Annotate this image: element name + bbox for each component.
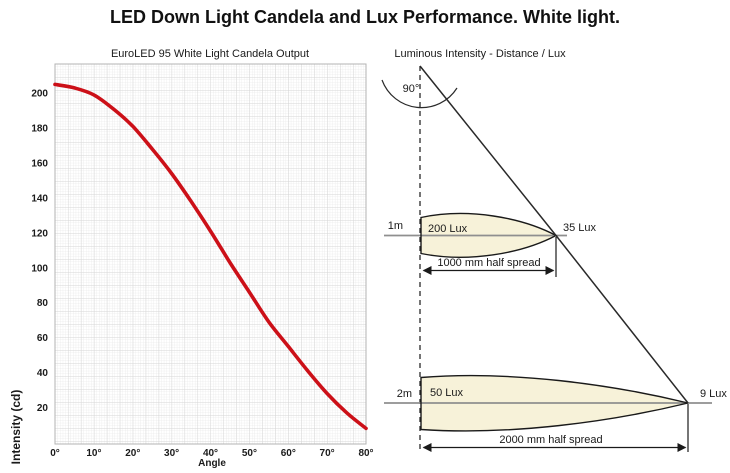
y-tick-label: 140 bbox=[31, 193, 48, 204]
center-lux-label-2m: 50 Lux bbox=[430, 387, 464, 399]
plot-dynamic-layer: 20 40 60 80 100 120 140 160 180 200 0° 10° 20° 30° 40°… bbox=[31, 82, 374, 459]
page-title: LED Down Light Candela and Lux Performan… bbox=[109, 7, 621, 27]
x-tick-label: 10° bbox=[86, 448, 101, 459]
y-tick-label: 80 bbox=[37, 298, 49, 309]
y-axis-label: Intensity (cd) bbox=[9, 390, 23, 465]
beam-spread-diagram: Luminous Intensity - Distance / Lux 90° … bbox=[381, 48, 727, 452]
chart-title: EuroLED 95 White Light Candela Output bbox=[111, 48, 309, 60]
diagram-title: Luminous Intensity - Distance / Lux bbox=[394, 48, 566, 60]
x-tick-label: 80° bbox=[358, 448, 373, 459]
x-tick-label: 0° bbox=[50, 448, 60, 459]
plot-border bbox=[54, 63, 367, 445]
x-tick-label: 70° bbox=[320, 448, 335, 459]
y-tick-label: 200 bbox=[31, 89, 48, 100]
distance-label-2m: 2m bbox=[397, 388, 412, 400]
y-tick-label: 20 bbox=[37, 403, 49, 414]
spread-label-2m: 2000 mm half spread bbox=[499, 434, 602, 446]
beam-edge-line bbox=[419, 65, 689, 404]
y-tick-label: 100 bbox=[31, 263, 48, 274]
center-lux-label-1m: 200 Lux bbox=[428, 223, 468, 235]
beam-angle-label: 90° bbox=[403, 83, 420, 95]
x-tick-label: 50° bbox=[242, 448, 257, 459]
x-tick-label: 40° bbox=[203, 448, 218, 459]
candela-curve bbox=[53, 82, 368, 431]
x-axis-label: Angle bbox=[198, 458, 226, 469]
distance-label-1m: 1m bbox=[388, 220, 403, 232]
spread-label-1m: 1000 mm half spread bbox=[437, 257, 540, 269]
y-tick-label: 120 bbox=[31, 228, 48, 239]
y-tick-label: 40 bbox=[37, 368, 49, 379]
y-tick-label: 180 bbox=[31, 124, 48, 135]
beam-angle-arc bbox=[381, 79, 458, 109]
edge-lux-label-1m: 35 Lux bbox=[563, 222, 597, 234]
x-tick-label: 20° bbox=[125, 448, 140, 459]
y-tick-label: 60 bbox=[37, 333, 49, 344]
y-tick-label: 160 bbox=[31, 159, 48, 170]
edge-lux-label-2m: 9 Lux bbox=[700, 388, 727, 400]
x-tick-label: 30° bbox=[164, 448, 179, 459]
x-tick-label: 60° bbox=[281, 448, 296, 459]
candela-chart: EuroLED 95 White Light Candela Output 20… bbox=[9, 48, 374, 469]
